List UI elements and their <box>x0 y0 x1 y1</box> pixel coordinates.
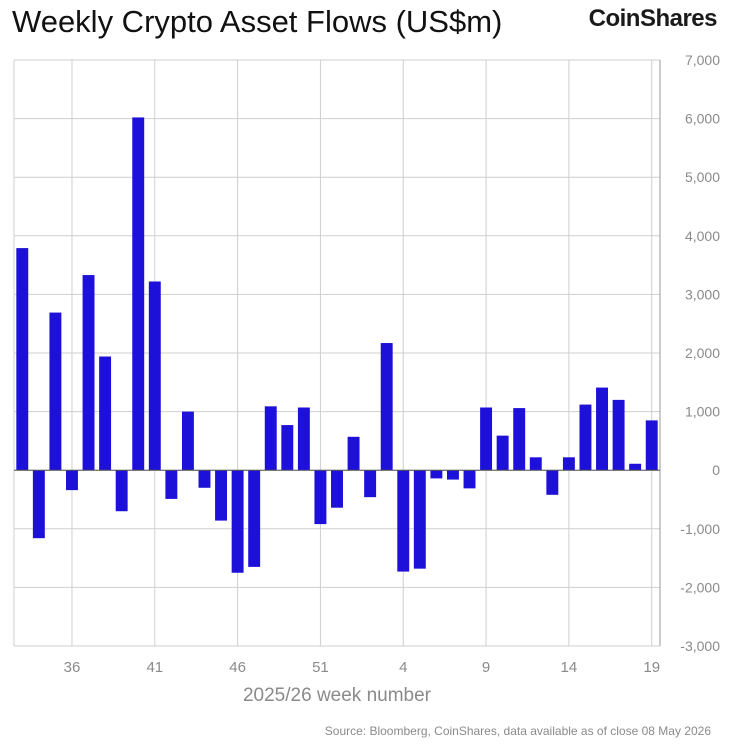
bar-chart: 7,000 6,000 5,000 4,000 3,000 2,000 1,000 0 -1,0… <box>13 52 720 706</box>
bar-series <box>14 117 660 573</box>
bar-week-49 <box>281 425 294 471</box>
bar-week-48 <box>264 406 277 471</box>
bar-week-34 <box>32 470 45 539</box>
bar-week-10 <box>496 435 509 471</box>
bar-week-2 <box>364 470 377 498</box>
y-axis-ticks: 7,000 6,000 5,000 4,000 3,000 2,000 1,000 0 -1,0… <box>680 52 720 654</box>
bar-week-6 <box>430 470 443 479</box>
y-tick-label: -2,000 <box>680 579 720 595</box>
bar-week-44 <box>198 470 211 488</box>
x-axis-label: 2025/26 week number <box>243 685 432 706</box>
x-tick-label: 4 <box>399 659 407 676</box>
bar-week-4 <box>397 470 410 572</box>
x-tick-label: 46 <box>229 659 246 676</box>
chart-title: Weekly Crypto Asset Flows (US$m) <box>12 4 503 39</box>
source-note: Source: Bloomberg, CoinShares, data avai… <box>324 724 711 738</box>
x-tick-label: 9 <box>482 659 490 676</box>
y-tick-label: 1,000 <box>685 404 720 420</box>
bar-week-17 <box>612 399 625 471</box>
bar-week-41 <box>148 281 161 471</box>
x-tick-label: 36 <box>64 659 81 676</box>
y-tick-label: -1,000 <box>680 521 720 537</box>
bar-week-38 <box>99 356 112 471</box>
bar-week-9 <box>480 407 493 471</box>
grid-lines <box>13 59 661 647</box>
bar-week-39 <box>115 470 128 512</box>
bar-week-11 <box>513 408 526 471</box>
y-tick-label: -3,000 <box>680 638 720 654</box>
bar-week-5 <box>413 470 426 569</box>
bar-week-15 <box>579 404 592 471</box>
bar-week-3 <box>380 343 393 471</box>
bar-week-52 <box>331 470 343 508</box>
bar-week-18 <box>629 463 642 471</box>
bar-week-37 <box>82 275 95 471</box>
bar-week-47 <box>248 470 261 567</box>
y-tick-label: 7,000 <box>685 52 720 68</box>
bar-week-51 <box>314 470 327 525</box>
y-tick-label: 6,000 <box>685 111 720 127</box>
bar-week-1 <box>347 436 360 471</box>
bar-week-36 <box>66 470 78 491</box>
x-tick-label: 41 <box>146 659 163 676</box>
bar-week-42 <box>165 470 178 499</box>
bar-week-46 <box>231 470 244 573</box>
x-tick-label: 19 <box>643 659 660 676</box>
bar-week-8 <box>463 470 476 489</box>
bar-week-35 <box>49 312 62 471</box>
x-tick-label: 51 <box>312 659 329 676</box>
y-tick-label: 4,000 <box>685 228 720 244</box>
y-tick-label: 5,000 <box>685 169 720 185</box>
bar-week-33 <box>16 248 29 471</box>
bar-week-14 <box>562 457 575 471</box>
y-tick-label: 2,000 <box>685 345 720 361</box>
bar-week-19 <box>645 420 658 471</box>
bar-week-40 <box>132 117 145 471</box>
bar-week-16 <box>596 387 608 471</box>
bar-week-12 <box>529 457 542 471</box>
y-tick-label: 3,000 <box>685 286 720 302</box>
bar-week-50 <box>297 407 310 471</box>
bar-week-45 <box>215 470 228 521</box>
bar-week-13 <box>546 470 559 495</box>
bar-week-7 <box>446 470 459 480</box>
bar-week-43 <box>181 411 194 471</box>
x-axis-ticks: 36 41 46 51 4 9 14 19 <box>64 659 660 676</box>
coinshares-logo: CoinShares <box>588 5 718 32</box>
x-tick-label: 14 <box>561 659 578 676</box>
y-tick-label: 0 <box>712 462 720 478</box>
